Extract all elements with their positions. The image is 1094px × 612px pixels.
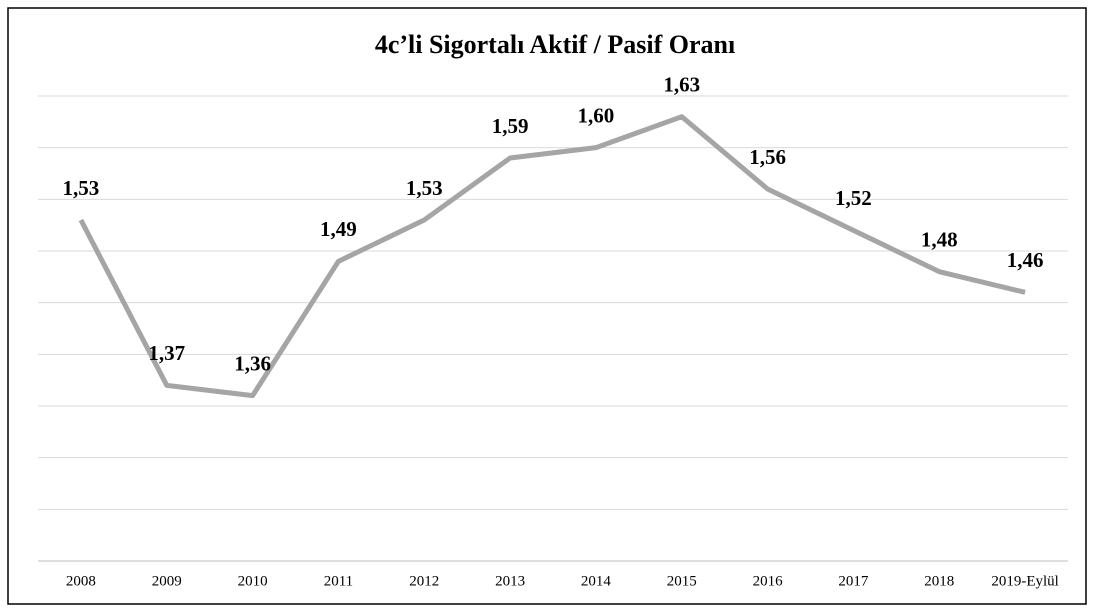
x-tick-label: 2012: [409, 573, 439, 589]
chart-border: [7, 7, 1087, 605]
data-label: 1,63: [663, 72, 700, 96]
x-tick-label: 2018: [924, 573, 954, 589]
data-label: 1,60: [578, 103, 615, 127]
data-label: 1,36: [234, 351, 271, 375]
x-tick-label: 2017: [838, 573, 869, 589]
x-tick-label: 2010: [238, 573, 268, 589]
line: [78, 114, 1026, 399]
chart-title: 4c’li Sigortalı Aktif / Pasif Oranı: [375, 30, 735, 59]
data-label: 1,52: [835, 186, 872, 210]
data-label: 1,48: [921, 227, 958, 251]
x-tick-label: 2015: [667, 573, 697, 589]
x-tick-label: 2013: [495, 573, 525, 589]
data-label: 1,49: [320, 217, 357, 241]
x-tick-label: 2008: [66, 573, 96, 589]
x-tick-label: 2014: [581, 573, 612, 589]
x-tick-label: 2009: [152, 573, 182, 589]
x-tick-label: 2011: [324, 573, 353, 589]
x-tick-label: 2019-Eylül: [991, 573, 1059, 589]
data-label: 1,53: [63, 176, 100, 200]
data-label: 1,59: [492, 114, 529, 138]
x-tick-label: 2016: [753, 573, 784, 589]
data-label: 1,56: [749, 145, 786, 169]
data-label: 1,53: [406, 176, 443, 200]
data-label: 1,46: [1007, 248, 1044, 272]
data-label: 1,37: [148, 341, 185, 365]
